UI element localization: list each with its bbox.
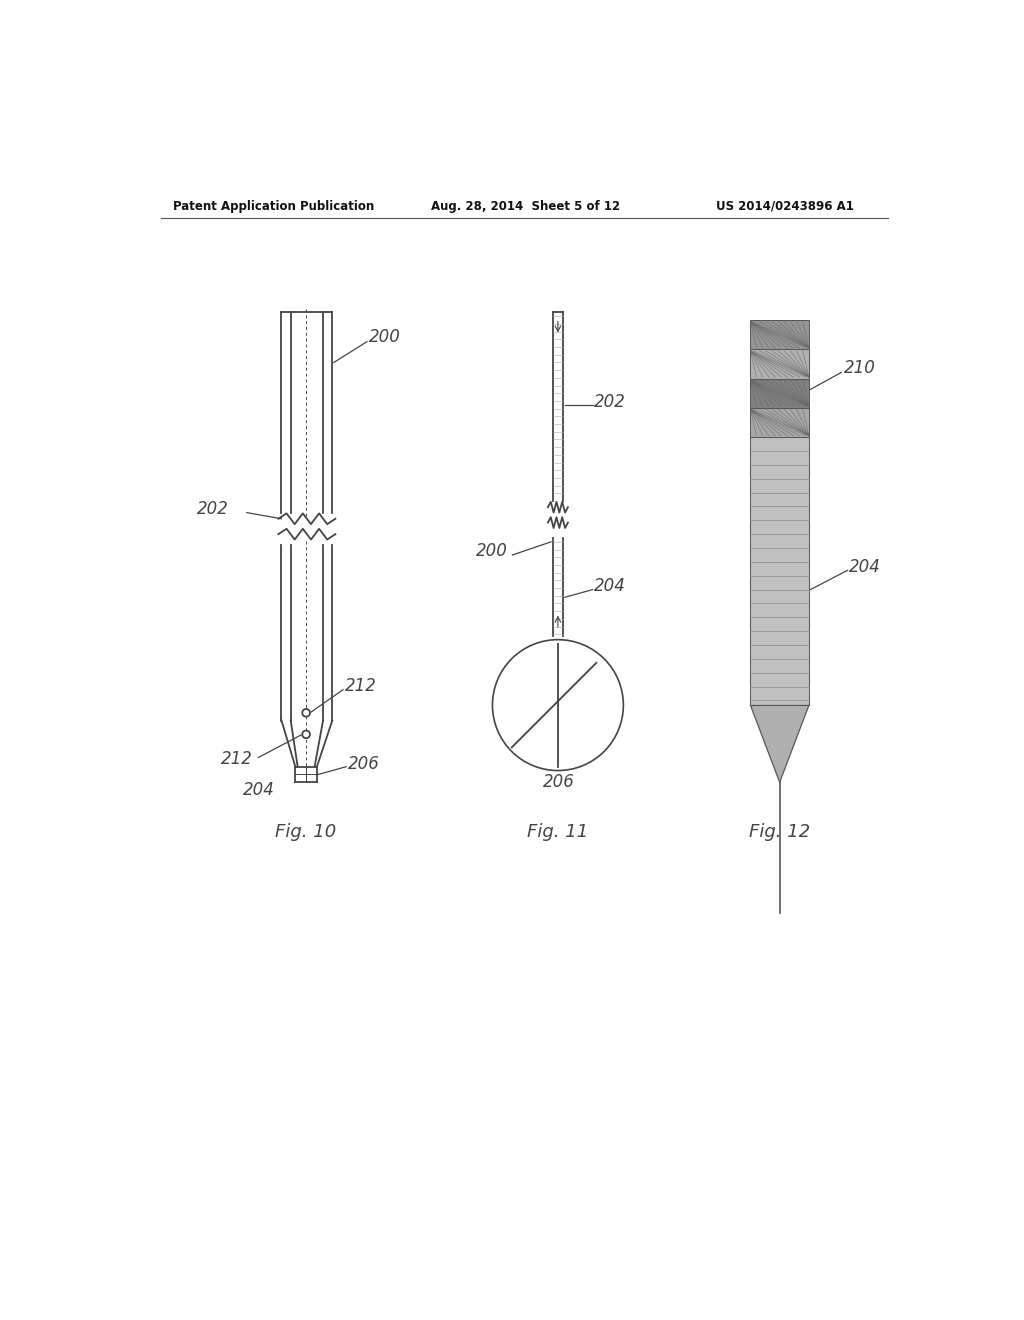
Text: Patent Application Publication: Patent Application Publication xyxy=(173,199,374,213)
Text: 200: 200 xyxy=(476,543,508,560)
Circle shape xyxy=(302,730,310,738)
Text: 204: 204 xyxy=(594,577,626,595)
Text: 204: 204 xyxy=(243,781,274,799)
Text: 202: 202 xyxy=(594,393,626,411)
Bar xyxy=(751,350,809,379)
Text: 212: 212 xyxy=(345,677,377,694)
Circle shape xyxy=(302,709,310,717)
Text: Fig. 12: Fig. 12 xyxy=(749,824,810,841)
Bar xyxy=(751,408,809,437)
Bar xyxy=(751,437,809,705)
Text: Fig. 10: Fig. 10 xyxy=(275,824,337,841)
Text: 204: 204 xyxy=(849,557,881,576)
Text: US 2014/0243896 A1: US 2014/0243896 A1 xyxy=(716,199,854,213)
Text: 206: 206 xyxy=(348,755,380,774)
Bar xyxy=(751,321,809,350)
Text: 202: 202 xyxy=(197,500,228,517)
Text: 212: 212 xyxy=(221,750,253,768)
Text: 206: 206 xyxy=(543,774,574,791)
Text: 200: 200 xyxy=(370,329,401,346)
Bar xyxy=(751,379,809,408)
Text: Fig. 11: Fig. 11 xyxy=(527,824,589,841)
Text: 210: 210 xyxy=(844,359,876,376)
Text: Aug. 28, 2014  Sheet 5 of 12: Aug. 28, 2014 Sheet 5 of 12 xyxy=(431,199,620,213)
Polygon shape xyxy=(751,705,809,781)
